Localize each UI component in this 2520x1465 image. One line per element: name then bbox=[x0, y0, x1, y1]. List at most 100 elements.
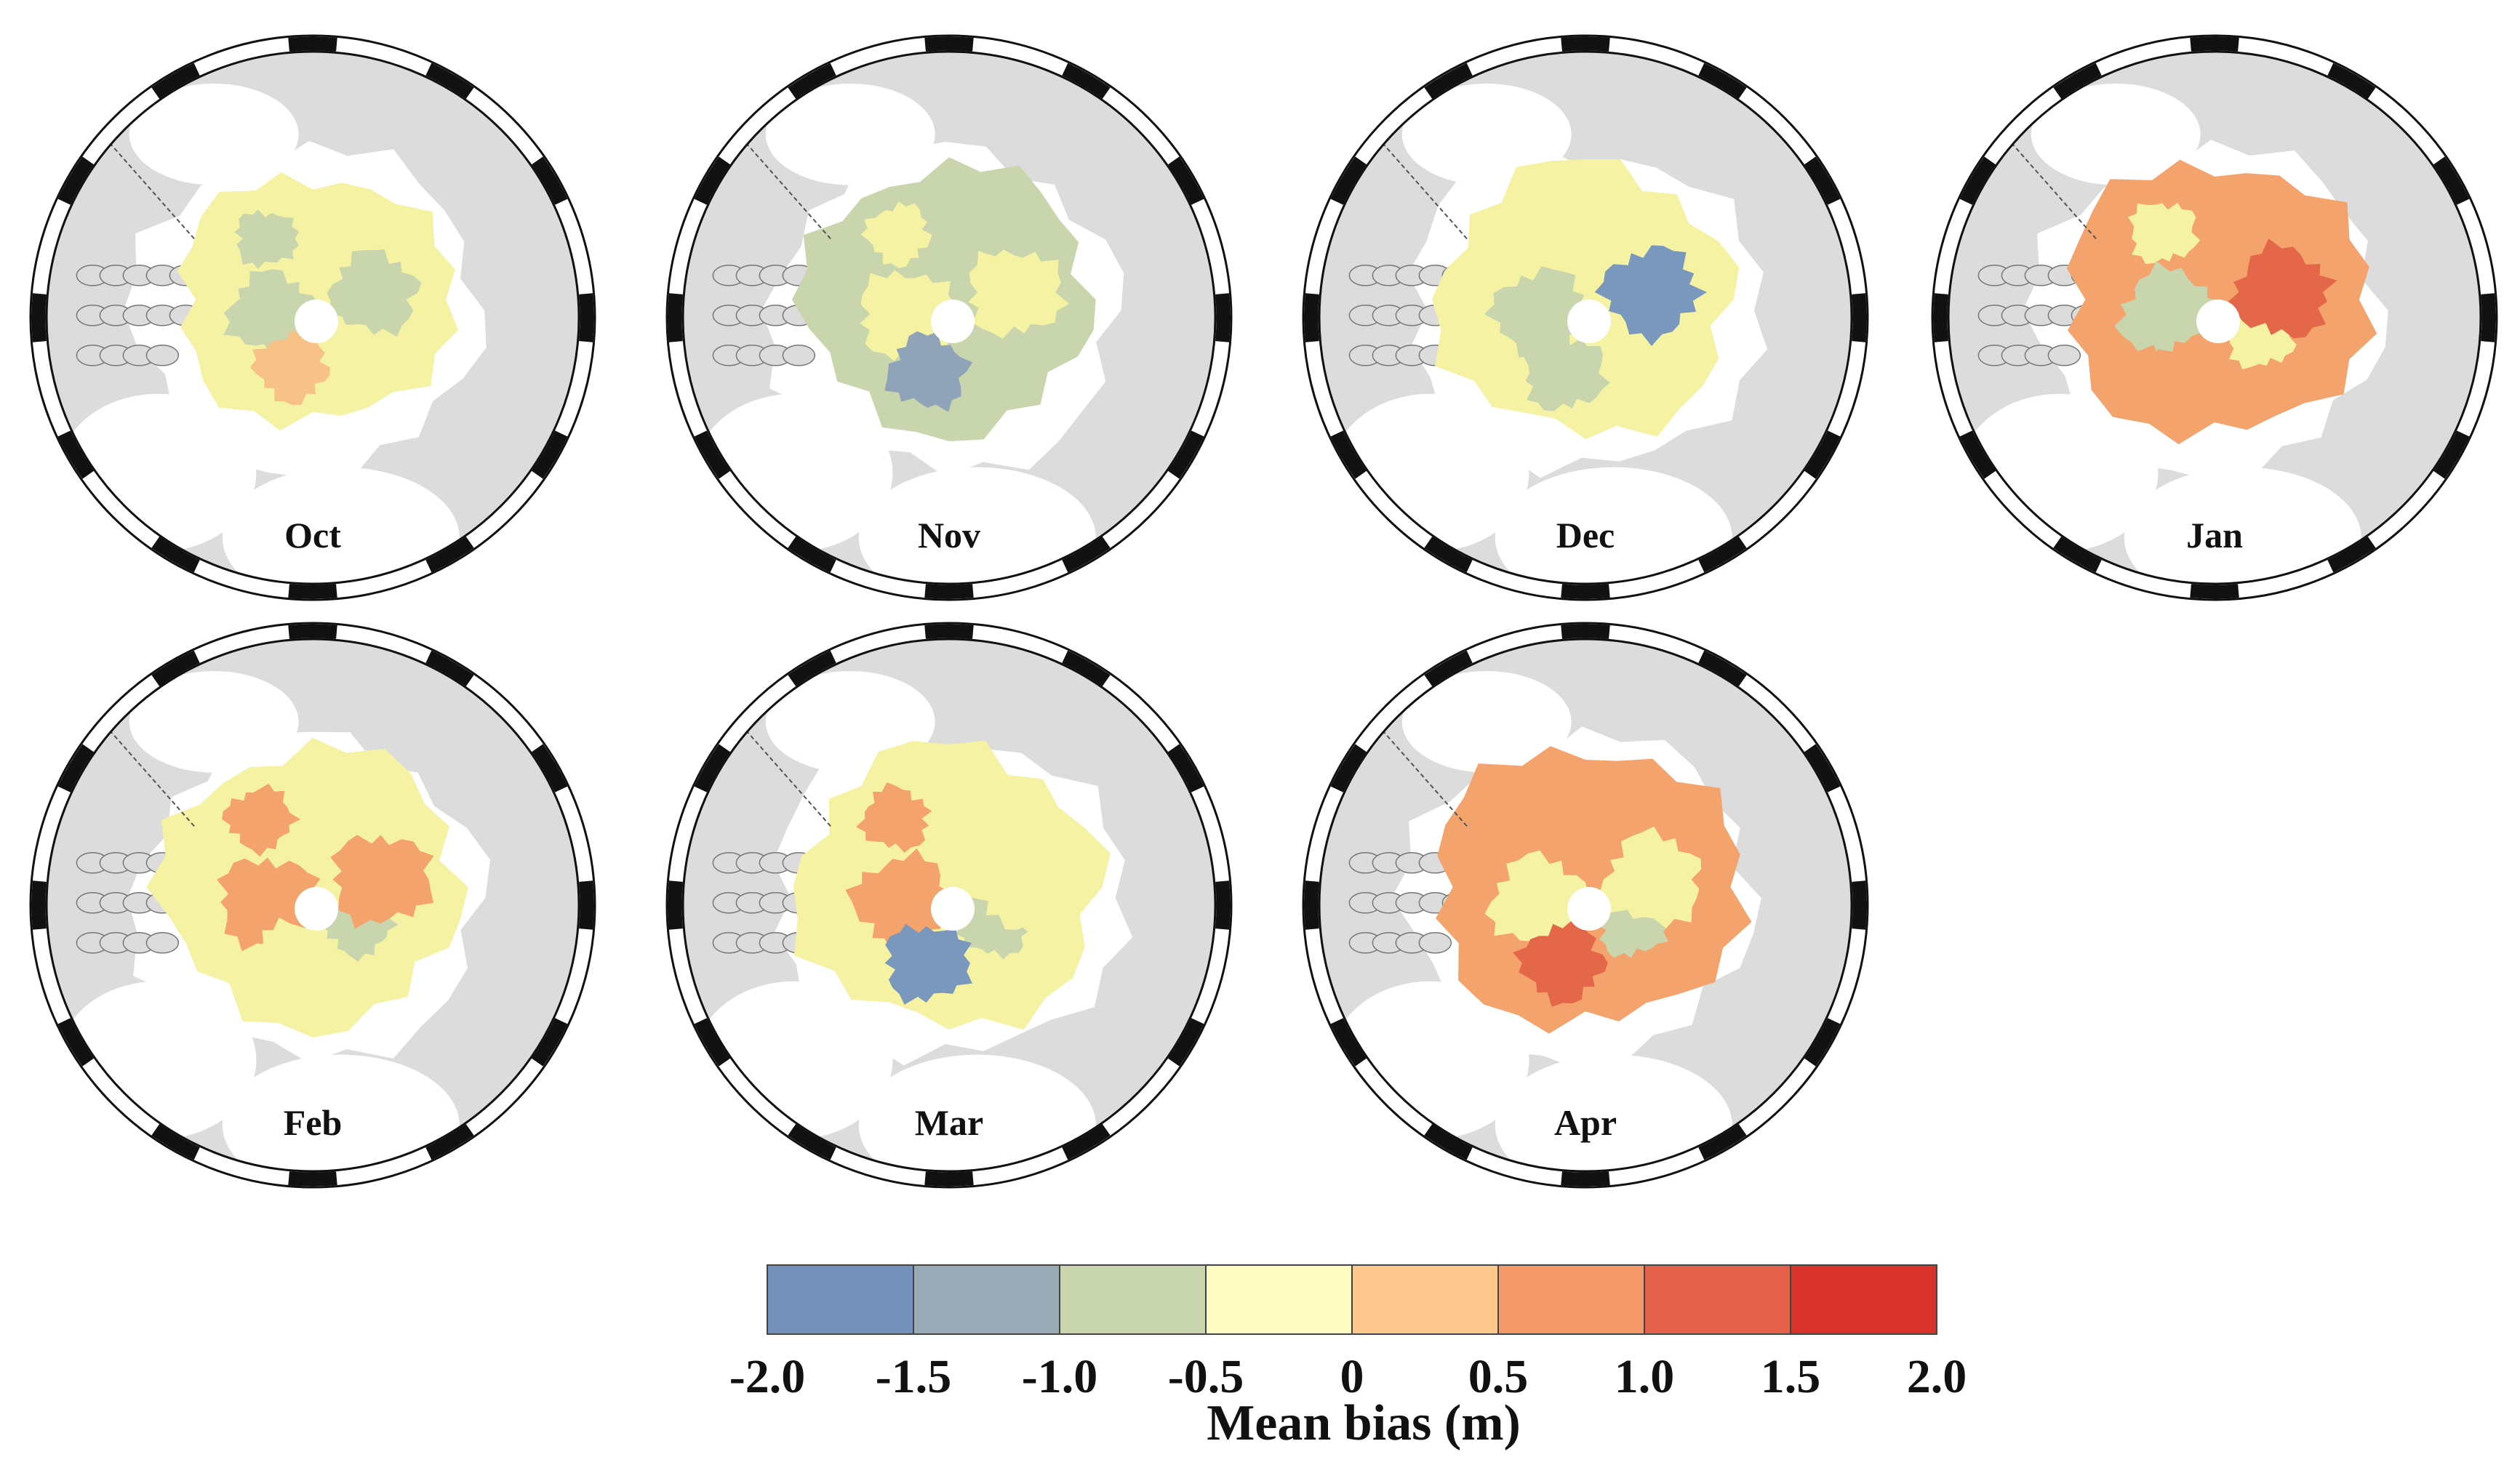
colorbar-legend: -2.0 -1.5 -1.0 -0.5 0 0.5 1.0 1.5 2.0 Mean bias … bbox=[729, 1264, 1967, 1451]
frame-tick bbox=[1561, 584, 1610, 599]
month-label: Apr bbox=[1554, 1102, 1617, 1143]
map-frame-inner bbox=[45, 638, 580, 1173]
frame-tick bbox=[1167, 744, 1204, 792]
bias-patch bbox=[2225, 238, 2337, 339]
map-frame-outer bbox=[29, 34, 596, 601]
map-frame-inner bbox=[45, 50, 580, 585]
island bbox=[782, 345, 816, 366]
frame-tick bbox=[531, 156, 568, 205]
frame-tick bbox=[1062, 650, 1111, 687]
colorbar-tick-label: 0 bbox=[1340, 1350, 1364, 1403]
bias-patch bbox=[330, 835, 434, 929]
pole-hole bbox=[931, 887, 975, 931]
map-content bbox=[47, 52, 579, 584]
bias-patch bbox=[1484, 266, 1596, 368]
frame-tick bbox=[694, 430, 731, 479]
frame-tick bbox=[1804, 744, 1841, 792]
frame-graticule-ticks bbox=[31, 36, 594, 599]
frame-tick bbox=[151, 1123, 200, 1160]
frame-tick bbox=[1167, 156, 1204, 205]
colorbar-swatch bbox=[1351, 1264, 1499, 1335]
frame-tick bbox=[1424, 63, 1473, 100]
colorbar-swatches bbox=[767, 1264, 1937, 1335]
frame-tick bbox=[1424, 650, 1473, 687]
ocean-region bbox=[129, 83, 299, 185]
frame-tick bbox=[694, 744, 731, 792]
sea-ice-bias-field bbox=[1431, 159, 1740, 439]
map-panel-nov: Nov bbox=[665, 34, 1233, 601]
frame-tick bbox=[1304, 880, 1319, 930]
island bbox=[145, 932, 180, 954]
frame-tick bbox=[1804, 1018, 1841, 1067]
colorbar-swatch bbox=[1205, 1264, 1353, 1335]
colorbar-swatch bbox=[1497, 1264, 1645, 1335]
month-label: Nov bbox=[918, 515, 980, 555]
frame-tick bbox=[288, 584, 337, 599]
colorbar-title: Mean bias (m) bbox=[1207, 1395, 1521, 1451]
frame-tick bbox=[1062, 63, 1111, 100]
bias-patch bbox=[1522, 337, 1610, 412]
pole-hole bbox=[295, 300, 338, 343]
island bbox=[1418, 932, 1452, 954]
frame-tick bbox=[1062, 1123, 1111, 1160]
map-frame-outer bbox=[1302, 34, 1869, 601]
map-frame-inner bbox=[1947, 50, 2482, 585]
colorbar-swatch bbox=[1644, 1264, 1791, 1335]
frame-tick bbox=[1167, 1018, 1204, 1067]
colorbar-tick-labels: -2.0 -1.5 -1.0 -0.5 0 0.5 1.0 1.5 2.0 bbox=[729, 1350, 1967, 1403]
bias-patch bbox=[884, 331, 973, 412]
colorbar-tick-label: -0.5 bbox=[1168, 1350, 1244, 1403]
frame-tick bbox=[57, 744, 95, 792]
frame-tick bbox=[668, 293, 683, 342]
map-panel-feb: Feb bbox=[29, 622, 596, 1189]
frame-tick bbox=[1804, 430, 1841, 479]
frame-tick bbox=[1959, 156, 1996, 205]
map-frame-inner bbox=[681, 638, 1217, 1173]
frame-tick bbox=[1330, 430, 1367, 479]
bias-patch bbox=[222, 783, 301, 857]
frame-tick bbox=[1561, 624, 1610, 639]
frame-tick bbox=[694, 1018, 731, 1067]
bias-patch bbox=[2145, 332, 2241, 421]
maps-panel-grid: Oct Nov Dec Jan Feb Mar Apr bbox=[29, 34, 2498, 1189]
map-panel-mar: Mar bbox=[665, 622, 1233, 1189]
bias-patch bbox=[241, 918, 335, 1004]
frame-tick bbox=[1804, 156, 1841, 205]
map-frame-outer bbox=[665, 622, 1233, 1189]
frame-tick bbox=[288, 624, 337, 639]
colorbar-tick-label: 2.0 bbox=[1907, 1350, 1967, 1403]
map-content bbox=[1319, 52, 1852, 584]
frame-tick bbox=[1304, 293, 1319, 342]
map-frame-inner bbox=[1318, 50, 1853, 585]
bias-patch bbox=[234, 209, 300, 269]
frame-tick bbox=[924, 624, 974, 639]
ocean-region bbox=[765, 670, 935, 773]
bias-patch bbox=[1600, 826, 1701, 928]
frame-tick bbox=[694, 156, 731, 205]
colorbar-tick-label: -1.0 bbox=[1022, 1350, 1097, 1403]
bias-patch bbox=[325, 249, 422, 337]
colorbar-tick-label: 0.5 bbox=[1468, 1350, 1529, 1403]
bias-patch bbox=[856, 782, 932, 853]
bias-patch bbox=[1594, 245, 1707, 346]
frame-tick bbox=[2433, 156, 2470, 205]
colorbar-tick-label: -2.0 bbox=[729, 1350, 805, 1403]
colorbar-swatch bbox=[1790, 1264, 1937, 1335]
map-panel-dec: Dec bbox=[1302, 34, 1869, 601]
month-label: Feb bbox=[284, 1102, 343, 1143]
sea-ice-bias-field bbox=[146, 737, 468, 1037]
frame-graticule-ticks bbox=[31, 624, 594, 1187]
island bbox=[2047, 345, 2081, 366]
frame-tick bbox=[1167, 430, 1204, 479]
frame-tick bbox=[57, 156, 95, 205]
bias-patch bbox=[845, 848, 961, 955]
frame-tick bbox=[2053, 536, 2102, 573]
bias-patch bbox=[959, 825, 1075, 930]
frame-tick bbox=[668, 880, 683, 930]
ocean-region bbox=[765, 83, 935, 185]
frame-tick bbox=[57, 1018, 95, 1067]
frame-tick bbox=[1852, 293, 1867, 342]
map-content bbox=[1319, 639, 1852, 1171]
ocean-region bbox=[129, 670, 299, 773]
frame-tick bbox=[2190, 584, 2239, 599]
